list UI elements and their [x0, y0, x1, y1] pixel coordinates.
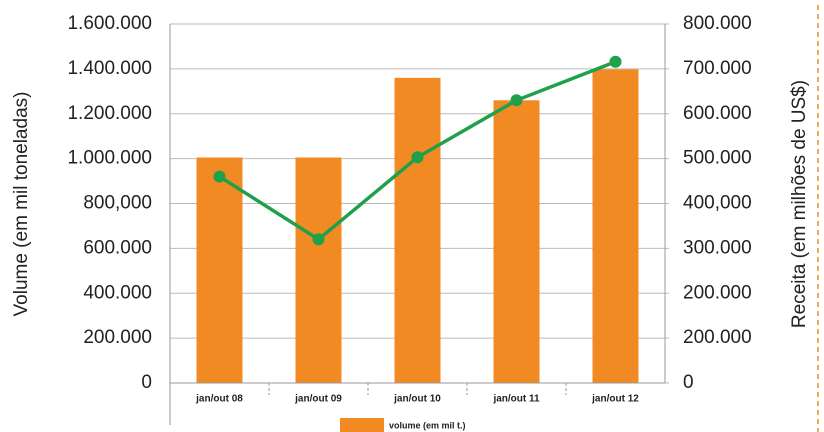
y-tick-label: 200.000 — [83, 327, 152, 348]
x-tick-label: jan/out 09 — [294, 394, 342, 405]
y2-tick-label: 800.000 — [683, 13, 752, 34]
bar — [493, 100, 540, 383]
legend-label: volume (em mil t.) — [389, 420, 466, 430]
y2-axis-title: Receita (em milhões de US$) — [789, 80, 810, 328]
y-tick-label: 400.000 — [83, 282, 152, 303]
y-tick-label: 1.400.000 — [67, 58, 152, 79]
y2-tick-label: 0 — [683, 372, 694, 393]
x-tick-label: jan/out 11 — [492, 394, 540, 405]
y2-tick-label: 400,000 — [683, 193, 752, 214]
line-point — [213, 170, 226, 183]
bar — [394, 77, 441, 383]
y-tick-label: 800,000 — [83, 193, 152, 214]
x-tick-label: jan/out 12 — [591, 394, 639, 405]
line-point — [411, 151, 424, 164]
y2-tick-label: 200.000 — [683, 327, 752, 348]
y2-tick-label: 500.000 — [683, 148, 752, 169]
line-point — [609, 55, 622, 68]
y-tick-label: 600.000 — [83, 237, 152, 258]
bar — [592, 69, 639, 383]
y2-tick-label: 600.000 — [683, 103, 752, 124]
x-tick-label: jan/out 10 — [393, 394, 441, 405]
y-tick-label: 1.600.000 — [67, 13, 152, 34]
line-point — [510, 94, 523, 107]
bar — [295, 157, 342, 383]
bar — [196, 157, 243, 383]
y2-tick-label: 200.000 — [683, 282, 752, 303]
y2-tick-label: 300.000 — [683, 237, 752, 258]
y2-tick-label: 700.000 — [683, 58, 752, 79]
y-tick-label: 1.000.000 — [67, 148, 152, 169]
line-point — [312, 233, 325, 246]
x-tick-label: jan/out 08 — [195, 394, 243, 405]
y-tick-label: 1.200.000 — [67, 103, 152, 124]
legend-swatch — [340, 418, 384, 432]
y-axis-title: Volume (em mil toneladas) — [11, 92, 32, 317]
y-tick-label: 0 — [141, 372, 152, 393]
